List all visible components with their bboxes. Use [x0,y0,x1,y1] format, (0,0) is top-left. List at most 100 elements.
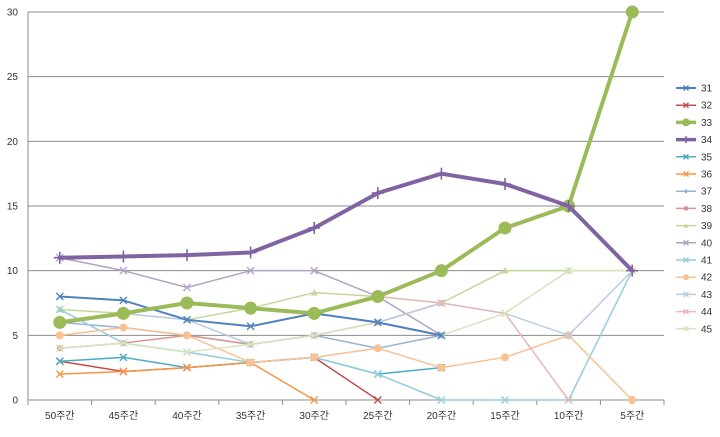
y-tick-label: 30 [7,8,19,19]
data-point-40 [310,266,319,275]
data-point-33 [116,306,130,320]
legend-item-37: 37 [676,187,713,198]
series-36 [55,358,319,404]
legend-label: 33 [701,118,713,129]
data-point-31 [373,318,382,327]
legend-label: 32 [701,101,713,112]
data-point-41 [373,370,382,379]
data-point-33 [434,264,448,278]
data-point-40 [246,266,255,275]
legend-marker [683,239,689,246]
x-tick-label: 10주간 [554,410,584,422]
data-point-40 [119,266,128,275]
y-tick-label: 15 [7,202,19,213]
series-line-44 [377,295,570,401]
legend-item-39: 39 [676,221,713,232]
data-point-36 [55,370,64,379]
legend-marker [683,325,689,332]
data-point-33 [53,315,67,329]
data-point-44 [564,396,573,404]
data-point-34 [244,246,257,259]
data-point-36 [119,367,128,376]
x-tick-label: 25주간 [363,410,393,422]
data-point-36 [183,363,191,372]
legend-item-35: 35 [676,152,713,163]
series-line-34 [57,171,635,273]
series-31 [55,292,446,340]
series-line-45 [59,269,633,353]
legend: 31 32 33 34 35 36 37 38 39 40 41 42 43 44 45 [676,84,713,335]
x-tick-label: 15주간 [490,410,520,422]
legend-label: 45 [701,324,713,335]
legend-label: 43 [701,290,713,301]
data-point-34 [308,221,321,234]
legend-item-40: 40 [676,238,713,249]
data-point-42 [310,353,319,362]
data-point-45 [310,331,319,340]
legend-marker [682,118,690,127]
data-point-34 [371,187,384,200]
legend-marker [683,223,689,228]
data-point-45 [246,340,255,349]
legend-marker [683,257,689,263]
x-tick-label: 50주간 [45,410,75,422]
legend-item-33: 33 [676,118,713,129]
data-point-33 [625,5,639,19]
data-point-33 [307,306,321,320]
data-point-42 [628,396,637,404]
legend-label: 39 [701,221,713,232]
data-point-41 [437,396,446,404]
legend-label: 36 [701,170,713,181]
legend-label: 35 [701,152,713,163]
data-point-45 [501,309,509,318]
legend-marker [684,206,688,211]
legend-label: 38 [701,204,713,215]
data-point-31 [246,322,255,331]
legend-label: 40 [701,238,713,249]
legend-label: 31 [701,84,713,95]
x-tick-label: 5주간 [620,410,644,422]
series-34 [53,167,639,277]
data-point-40 [183,283,191,292]
legend-item-42: 42 [676,273,713,284]
data-point-42 [501,353,509,362]
data-point-33 [498,221,512,235]
gridlines [28,11,664,401]
data-point-33 [371,290,385,304]
legend-marker [683,188,689,194]
legend-label: 41 [701,256,713,267]
legend-marker [683,102,689,109]
legend-item-38: 38 [676,204,713,215]
data-point-41 [55,305,64,314]
data-point-44 [437,299,446,307]
data-point-34 [53,251,66,264]
y-tick-label: 5 [12,331,18,342]
x-tick-label: 35주간 [236,410,266,422]
legend-item-36: 36 [676,170,713,181]
legend-marker [683,85,689,91]
data-point-32 [373,396,382,404]
data-point-34 [435,167,448,180]
legend-item-31: 31 [676,84,713,95]
y-tick-label: 25 [7,72,19,83]
data-point-34 [181,249,193,262]
x-tick-label: 30주간 [299,410,329,422]
series-44 [373,292,573,404]
legend-label: 37 [701,187,713,198]
y-tick-label: 20 [7,137,19,148]
series-32 [55,353,382,404]
legend-label: 42 [701,273,713,284]
series-line-32 [59,356,379,401]
legend-item-34: 34 [676,135,713,146]
data-point-42 [437,363,446,372]
data-point-33 [244,301,258,315]
y-tick-label: 0 [12,396,18,407]
data-point-45 [119,339,128,348]
legend-item-41: 41 [676,256,713,267]
legend-item-44: 44 [676,307,713,318]
data-point-45 [183,348,191,357]
data-point-34 [499,178,511,191]
x-tick-label: 20주간 [427,410,457,422]
data-point-34 [117,250,130,263]
data-point-34 [562,200,575,212]
